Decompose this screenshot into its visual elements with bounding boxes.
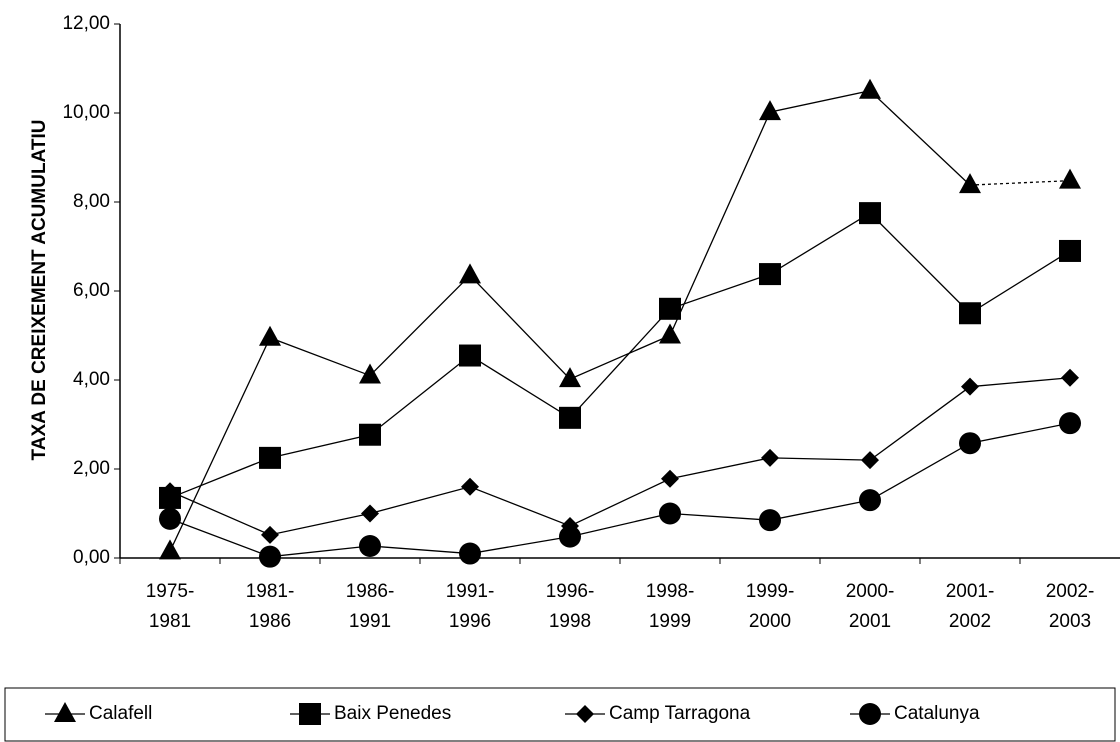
marker: [361, 504, 379, 523]
marker: [459, 344, 481, 367]
marker: [54, 702, 76, 722]
legend-label: Catalunya: [894, 703, 980, 724]
marker: [959, 173, 981, 194]
x-tick-label: 1999-2000: [746, 581, 795, 632]
y-tick-label: 10,00: [62, 102, 110, 123]
marker: [159, 507, 181, 530]
legend: Calafell Baix Penedes Camp Tarragona Catalu…: [4, 687, 1116, 742]
marker: [959, 302, 981, 325]
marker: [1061, 368, 1079, 387]
series-line: [169, 422, 1071, 558]
legend-label: Camp Tarragona: [609, 703, 751, 724]
marker: [1059, 168, 1081, 189]
x-tick-label: 1998-1999: [646, 581, 695, 632]
x-tick-label: 1975-1981: [146, 581, 195, 632]
marker: [559, 367, 581, 388]
marker: [559, 406, 581, 429]
marker: [299, 703, 321, 725]
series-line-dashed: [969, 179, 1071, 186]
marker: [661, 469, 679, 488]
x-tick-label: 1986-1991: [346, 581, 395, 632]
x-tick-label: 1991-1996: [446, 581, 495, 632]
marker: [261, 525, 279, 544]
marker: [861, 451, 879, 470]
marker: [259, 325, 281, 346]
x-tick-label: 1996-1998: [546, 581, 595, 632]
marker: [576, 705, 594, 723]
y-tick-label: 8,00: [73, 191, 110, 212]
marker: [859, 202, 881, 225]
series-line: [169, 212, 1071, 499]
y-tick-label: 0,00: [73, 547, 110, 568]
marker: [759, 263, 781, 286]
marker: [859, 489, 881, 512]
marker: [459, 263, 481, 284]
marker: [959, 432, 981, 455]
y-tick-label: 4,00: [73, 369, 110, 390]
marker: [1059, 239, 1081, 262]
marker: [761, 448, 779, 467]
series-line: [169, 377, 1071, 536]
x-tick-label: 2000-2001: [846, 581, 895, 632]
y-tick-label: 6,00: [73, 280, 110, 301]
marker: [459, 542, 481, 565]
marker: [659, 502, 681, 525]
marker: [359, 534, 381, 557]
marker: [259, 545, 281, 568]
y-tick-label: 2,00: [73, 458, 110, 479]
marker: [359, 423, 381, 446]
legend-label: Baix Penedes: [334, 703, 451, 724]
marker: [961, 377, 979, 396]
x-tick-label: 2002-2003: [1046, 581, 1095, 632]
marker: [461, 477, 479, 496]
marker: [759, 509, 781, 532]
marker: [659, 323, 681, 344]
marker: [259, 446, 281, 469]
marker: [1059, 412, 1081, 435]
marker: [859, 78, 881, 99]
marker: [161, 482, 179, 501]
marker: [859, 703, 881, 725]
y-axis-label: TAXA DE CREIXEMENT ACUMULATIU: [29, 120, 50, 461]
x-tick-label: 1981-1986: [246, 581, 295, 632]
legend-label: Calafell: [89, 703, 152, 724]
legend-box: [4, 687, 1116, 742]
x-tick-label: 2001-2002: [946, 581, 995, 632]
y-tick-label: 12,00: [62, 13, 110, 34]
marker: [559, 525, 581, 548]
series-line: [169, 90, 971, 552]
marker: [659, 297, 681, 320]
marker: [159, 539, 181, 560]
marker: [759, 100, 781, 121]
marker: [359, 363, 381, 384]
